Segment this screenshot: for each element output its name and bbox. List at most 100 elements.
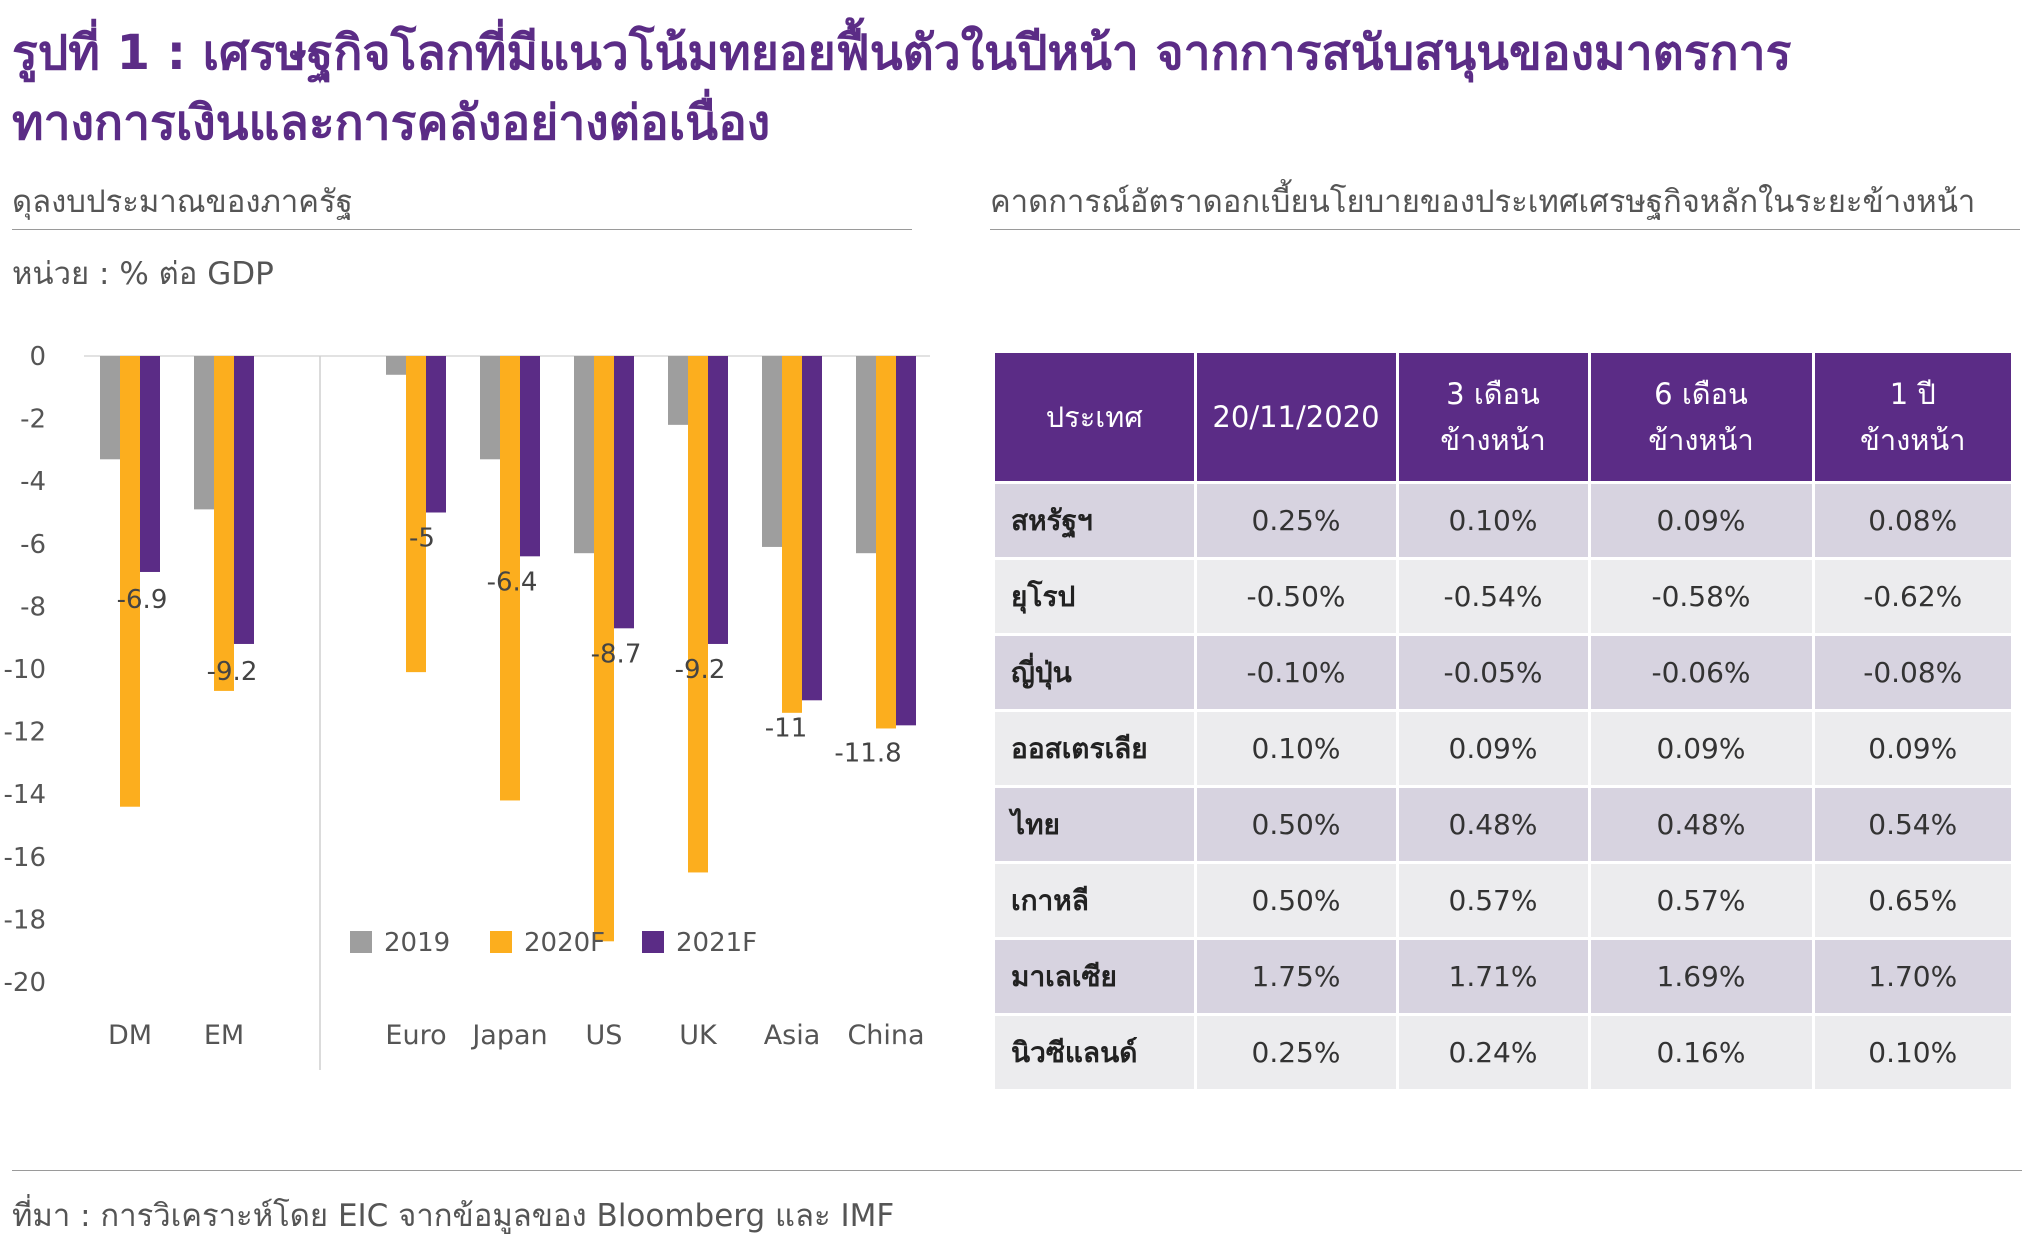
bar-2021F-Euro (426, 356, 446, 513)
rate-cell: 0.09% (1589, 482, 1815, 560)
bar-2021F-China (896, 356, 916, 726)
bar-2021F-US (614, 356, 634, 629)
rate-cell: 0.09% (1813, 710, 2011, 788)
rate-cell: 0.10% (1397, 482, 1591, 560)
table-header-cell: 20/11/2020 (1195, 353, 1399, 484)
data-label: -6.9 (117, 585, 168, 615)
country-cell: ญี่ปุ่น (995, 634, 1197, 712)
figure-title: รูปที่ 1 : เศรษฐกิจโลกที่มีแนวโน้มทยอยฟื… (12, 18, 2012, 158)
header-line: 3 เดือน (1446, 377, 1540, 411)
bar-2020F-Asia (782, 356, 802, 713)
source-note: ที่มา : การวิเคราะห์โดย EIC จากข้อมูลของ… (12, 1198, 895, 1234)
bar-2019-DM (100, 356, 120, 460)
table-row: นิวซีแลนด์ 0.25% 0.24% 0.16% 0.10% (995, 1014, 2011, 1092)
bar-2019-EM (194, 356, 214, 510)
table-header-cell: 1 ปีข้างหน้า (1813, 353, 2011, 484)
y-tick-label: -12 (4, 718, 46, 748)
country-cell: ไทย (995, 786, 1197, 864)
header-line: ข้างหน้า (1648, 423, 1754, 457)
table-header-cell: ประเทศ (995, 353, 1197, 484)
data-label: -9.2 (675, 655, 726, 685)
bar-2020F-US (594, 356, 614, 942)
country-cell: สหรัฐฯ (995, 482, 1197, 560)
y-tick-label: -4 (20, 467, 46, 497)
bar-2021F-Japan (520, 356, 540, 557)
chart-section-divider (12, 229, 912, 230)
footer-divider (12, 1170, 2022, 1171)
rate-cell: 1.69% (1589, 938, 1815, 1016)
bar-2020F-UK (688, 356, 708, 873)
bar-2019-China (856, 356, 876, 554)
table-row: เกาหลี 0.50% 0.57% 0.57% 0.65% (995, 862, 2011, 940)
rate-cell: 0.09% (1589, 710, 1815, 788)
legend-label: 2021F (676, 928, 757, 958)
rate-cell: 0.50% (1195, 862, 1399, 940)
table-section-title: คาดการณ์อัตราดอกเบี้ยนโยบายของประเทศเศรษ… (990, 184, 1976, 220)
rate-cell: 1.71% (1397, 938, 1591, 1016)
header-line: 6 เดือน (1654, 377, 1748, 411)
rate-cell: 0.24% (1397, 1014, 1591, 1092)
rate-cell: 0.25% (1195, 482, 1399, 560)
bar-2019-US (574, 356, 594, 554)
data-label: -11 (765, 713, 807, 743)
bar-2019-Euro (386, 356, 406, 375)
x-category-label: UK (679, 1020, 718, 1051)
data-label: -8.7 (591, 639, 642, 669)
rate-cell: -0.54% (1397, 558, 1591, 636)
legend-label: 2019 (384, 928, 450, 958)
header-line: 1 ปี (1889, 377, 1936, 411)
country-cell: นิวซีแลนด์ (995, 1014, 1197, 1092)
budget-balance-chart: 0 -2 -4 -6 -8 -10 -12 -14 -16 -18 -20 -6.9 -9.2 -5 -6.… (4, 342, 930, 1070)
table-row: มาเลเซีย 1.75% 1.71% 1.69% 1.70% (995, 938, 2011, 1016)
country-cell: เกาหลี (995, 862, 1197, 940)
bar-2021F-Asia (802, 356, 822, 701)
rate-cell: -0.50% (1195, 558, 1399, 636)
rate-cell: 1.75% (1195, 938, 1399, 1016)
x-category-label: EM (204, 1020, 244, 1051)
rate-cell: 0.08% (1813, 482, 2011, 560)
figure-title-line-2: ทางการเงินและการคลังอย่างต่อเนื่อง (12, 95, 771, 151)
rate-cell: -0.58% (1589, 558, 1815, 636)
table-header-cell: 3 เดือนข้างหน้า (1397, 353, 1591, 484)
legend-swatch-2021F (642, 931, 664, 953)
rate-cell: -0.62% (1813, 558, 2011, 636)
y-tick-label: -8 (20, 592, 46, 622)
x-category-label: US (586, 1020, 623, 1051)
y-tick-label: -14 (4, 780, 46, 810)
bar-2019-Asia (762, 356, 782, 547)
rate-cell: -0.05% (1397, 634, 1591, 712)
bar-2021F-EM (234, 356, 254, 644)
legend-swatch-2019 (350, 931, 372, 953)
bar-2019-UK (668, 356, 688, 425)
header-line: ข้างหน้า (1440, 423, 1546, 457)
rate-cell: 0.57% (1589, 862, 1815, 940)
rate-cell: 0.09% (1397, 710, 1591, 788)
data-label: -5 (409, 524, 435, 554)
bar-2020F-Japan (500, 356, 520, 801)
bar-2019-Japan (480, 356, 500, 460)
header-line: 20/11/2020 (1212, 400, 1380, 434)
bar-2021F-DM (140, 356, 160, 572)
table-header-cell: 6 เดือนข้างหน้า (1589, 353, 1815, 484)
table-body: สหรัฐฯ 0.25% 0.10% 0.09% 0.08% ยุโรป -0.50% -0.… (995, 482, 2011, 1092)
table-row: ยุโรป -0.50% -0.54% -0.58% -0.62% (995, 558, 2011, 636)
y-tick-label: 0 (29, 342, 46, 372)
table-row: ออสเตรเลีย 0.10% 0.09% 0.09% 0.09% (995, 710, 2011, 788)
x-category-label: Japan (470, 1020, 547, 1051)
policy-rate-table: ประเทศ 20/11/2020 3 เดือน ข้างหน้า 6 เดือน ข้… (995, 353, 2011, 1092)
table-row: ญี่ปุ่น -0.10% -0.05% -0.06% -0.08% (995, 634, 2011, 712)
x-category-label: China (847, 1020, 924, 1051)
data-label: -11.8 (834, 738, 901, 768)
rate-cell: 0.25% (1195, 1014, 1399, 1092)
header-line: ข้างหน้า (1860, 423, 1966, 457)
country-cell: ออสเตรเลีย (995, 710, 1197, 788)
y-tick-label: -2 (20, 405, 46, 435)
rate-cell: -0.08% (1813, 634, 2011, 712)
rate-cell: 1.70% (1813, 938, 2011, 1016)
x-category-label: DM (108, 1020, 152, 1051)
rate-cell: 0.65% (1813, 862, 2011, 940)
chart-section-title: ดุลงบประมาณของภาครัฐ (12, 184, 353, 220)
y-tick-label: -18 (4, 905, 46, 935)
bar-2020F-DM (120, 356, 140, 807)
rate-cell: 0.50% (1195, 786, 1399, 864)
